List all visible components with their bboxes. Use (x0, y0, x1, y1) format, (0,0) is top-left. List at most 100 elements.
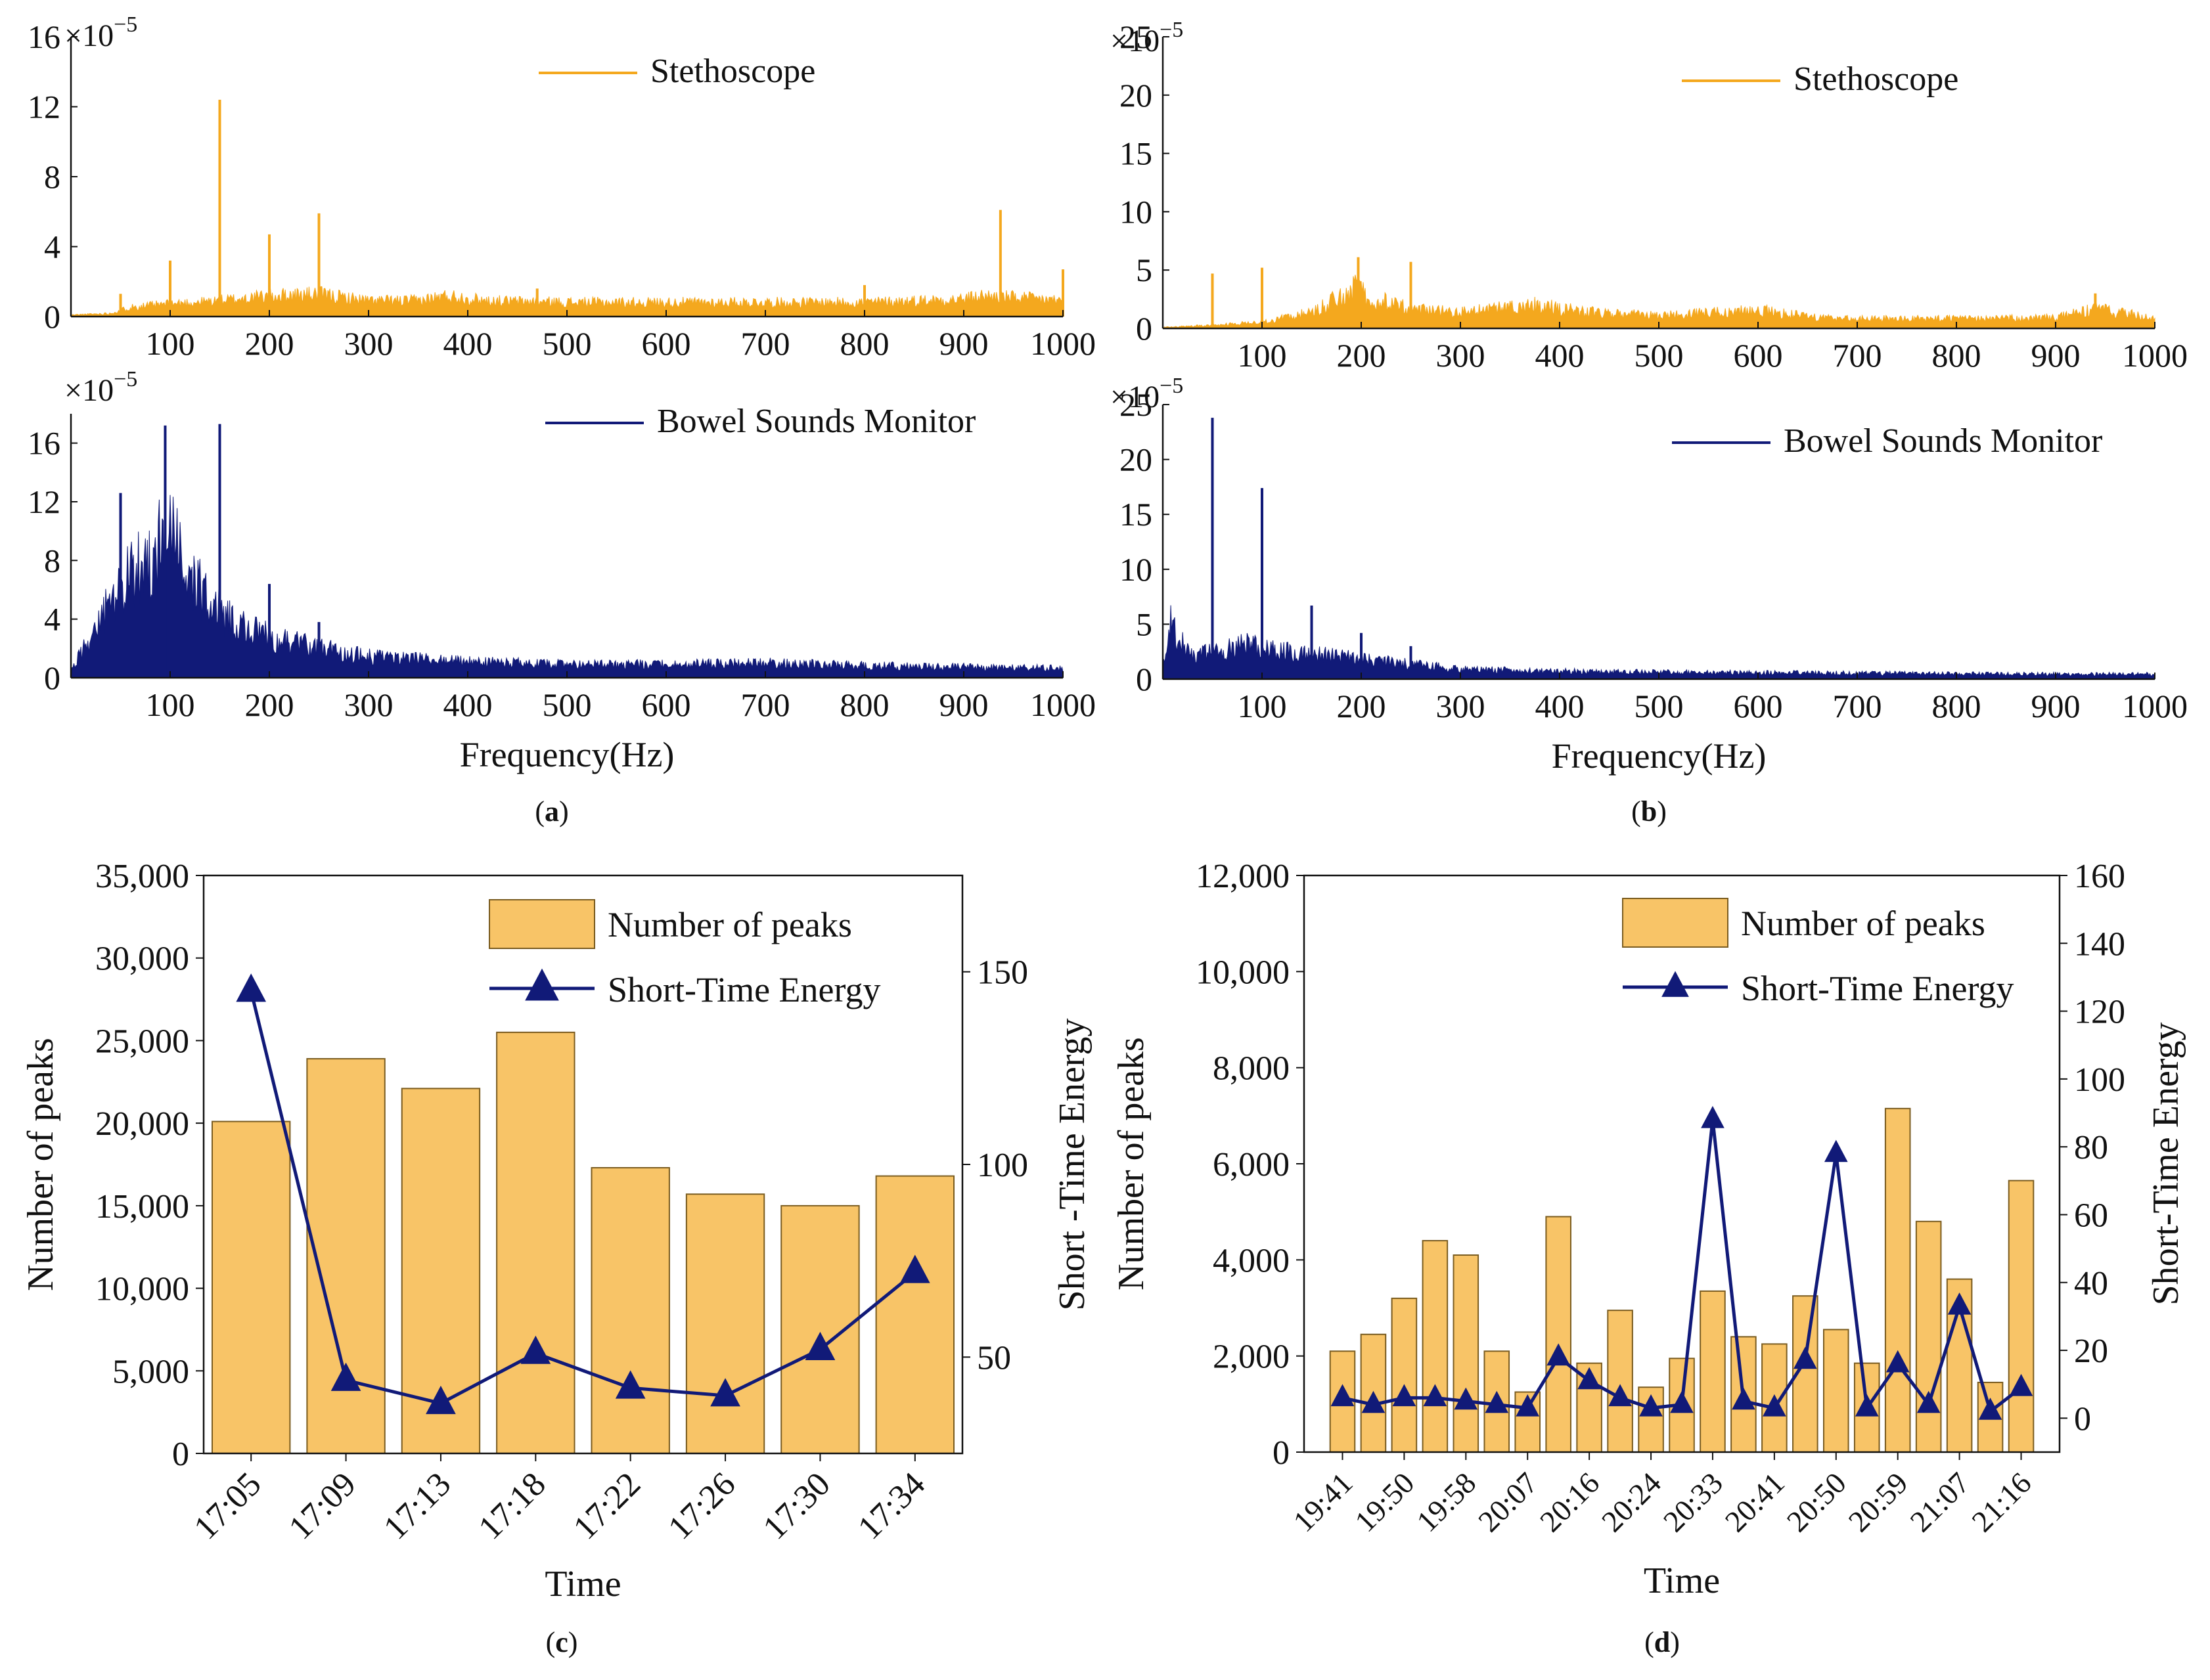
x-axis-title: Frequency(Hz) (1552, 736, 1767, 776)
y-tick-label: 12,000 (1196, 858, 1290, 895)
energy-marker (1423, 1384, 1447, 1407)
x-tick-label: 200 (245, 686, 294, 723)
y2-tick-label: 40 (2074, 1265, 2108, 1302)
energy-marker (1330, 1384, 1355, 1407)
x-tick-label: 700 (741, 686, 790, 723)
y2-tick-label: 120 (2074, 994, 2125, 1031)
y2-tick-label: 160 (2074, 858, 2125, 895)
scale-base: ×10 (1110, 380, 1160, 414)
x-tick-label: 100 (146, 686, 195, 723)
panel-d-peaks-energy-chart: 0 2,000 4,000 6,000 8,000 10,000 12,000 0 20 40 60… (1111, 858, 2186, 1601)
x-axis-title: Time (545, 1564, 621, 1604)
scale-multiplier: ×10−5 (64, 367, 137, 408)
legend-label: Stethoscope (650, 53, 815, 90)
x-tick-label: 900 (939, 686, 989, 723)
x-tick-label: 20:16 (1533, 1466, 1606, 1538)
panel-b-bowel-monitor-spectrum: 100 200 300 400 500 600 700 800 900 1000 0 5 10 15 20 2… (1110, 374, 2188, 776)
panel-a-bowel-monitor-spectrum: 100 200 300 400 500 600 700 800 900 1000 0 4 8 12 16×1… (28, 367, 1096, 774)
y-tick-label: 0 (172, 1436, 189, 1473)
legend-label: Number of peaks (1741, 904, 1985, 943)
y-tick-label: 20 (1119, 77, 1152, 114)
y-tick-label: 4,000 (1213, 1242, 1290, 1279)
energy-marker (1454, 1387, 1478, 1410)
x-tick-label: 300 (1436, 688, 1485, 724)
energy-marker (615, 1370, 646, 1399)
y-tick-label: 30,000 (95, 940, 189, 978)
x-tick-label: 200 (1337, 688, 1386, 724)
energy-marker (1546, 1343, 1571, 1366)
x-tick-label: 1000 (2122, 688, 2188, 724)
y2-axis-title: Short-Time Energy (2146, 1023, 2186, 1306)
x-axis-title: Time (1644, 1560, 1720, 1601)
bar (780, 1205, 860, 1455)
y-tick-label: 5 (1136, 252, 1152, 288)
scale-base: ×10 (64, 373, 114, 408)
panel-label-d: (d) (1644, 1626, 1680, 1658)
x-tick-label: 17:18 (472, 1465, 553, 1547)
energy-marker (1732, 1387, 1755, 1410)
x-tick-label: 600 (642, 325, 691, 362)
y-tick-label: 10 (1119, 551, 1152, 588)
x-tick-label: 100 (1238, 688, 1287, 724)
x-tick-label: 800 (1932, 337, 1981, 374)
x-tick-label: 500 (543, 325, 592, 362)
y-tick-label: 10 (1119, 193, 1152, 230)
y-tick-label: 5 (1136, 606, 1152, 642)
legend-label: Bowel Sounds Monitor (657, 403, 976, 440)
x-tick-label: 20:59 (1842, 1466, 1914, 1538)
x-tick-label: 17:22 (566, 1465, 648, 1547)
spectrum-area (70, 495, 1064, 678)
energy-marker (426, 1385, 456, 1415)
x-tick-label: 17:09 (282, 1465, 363, 1547)
energy-marker (1577, 1367, 1601, 1390)
y-tick-label: 4 (44, 229, 60, 265)
y-tick-label: 15 (1119, 496, 1152, 533)
energy-marker (1392, 1384, 1416, 1407)
x-tick-label: 17:13 (376, 1465, 458, 1547)
x-tick-label: 300 (1436, 337, 1485, 374)
x-tick-label: 700 (1833, 688, 1882, 724)
legend-label: Short-Time Energy (1741, 969, 2014, 1008)
energy-marker (1793, 1346, 1817, 1369)
y2-tick-label: 0 (2074, 1400, 2091, 1438)
x-tick-label: 20:33 (1657, 1466, 1729, 1538)
legend-label: Number of peaks (608, 905, 852, 944)
x-tick-label: 600 (1734, 688, 1783, 724)
bar (1545, 1216, 1571, 1453)
x-tick-label: 900 (2031, 337, 2081, 374)
x-tick-label: 500 (1635, 688, 1684, 724)
x-tick-label: 800 (840, 686, 890, 723)
panel-a-stethoscope-spectrum: 100 200 300 400 500 600 700 800 900 1000 0 4 8 12 16 ×1… (28, 12, 1096, 362)
bar (496, 1031, 575, 1455)
y-axis-title: Number of peaks (1111, 1037, 1152, 1291)
x-tick-label: 600 (642, 686, 691, 723)
energy-marker (1855, 1394, 1879, 1417)
y-tick-label: 10,000 (95, 1271, 189, 1308)
y2-tick-label: 20 (2074, 1333, 2108, 1370)
x-tick-label: 20:41 (1719, 1466, 1791, 1538)
bar (1607, 1310, 1633, 1453)
energy-marker (899, 1254, 930, 1283)
legend-swatch-marker (525, 968, 559, 1001)
bar (1915, 1220, 1942, 1453)
scale-exponent: −5 (1160, 18, 1183, 42)
scale-multiplier: ×10−5 (1110, 18, 1183, 58)
energy-marker (1516, 1394, 1540, 1417)
x-tick-label: 900 (939, 325, 989, 362)
y-tick-label: 0 (44, 298, 60, 335)
x-tick-label: 400 (443, 686, 493, 723)
y-axis-title: Number of peaks (20, 1038, 61, 1291)
x-tick-label: 100 (146, 325, 195, 362)
energy-marker (520, 1335, 551, 1364)
y2-axis-title: Short -Time Energy (1052, 1019, 1093, 1311)
y-tick-label: 25 (1119, 18, 1152, 55)
y-tick-label: 0 (1136, 661, 1152, 697)
panel-label-c: (c) (546, 1626, 578, 1658)
y-tick-label: 20,000 (95, 1105, 189, 1143)
x-tick-label: 17:26 (661, 1465, 742, 1547)
x-tick-label: 20:24 (1595, 1466, 1667, 1538)
y2-tick-label: 100 (977, 1147, 1028, 1184)
energy-marker (1947, 1292, 1972, 1315)
y-tick-label: 16 (28, 425, 60, 462)
